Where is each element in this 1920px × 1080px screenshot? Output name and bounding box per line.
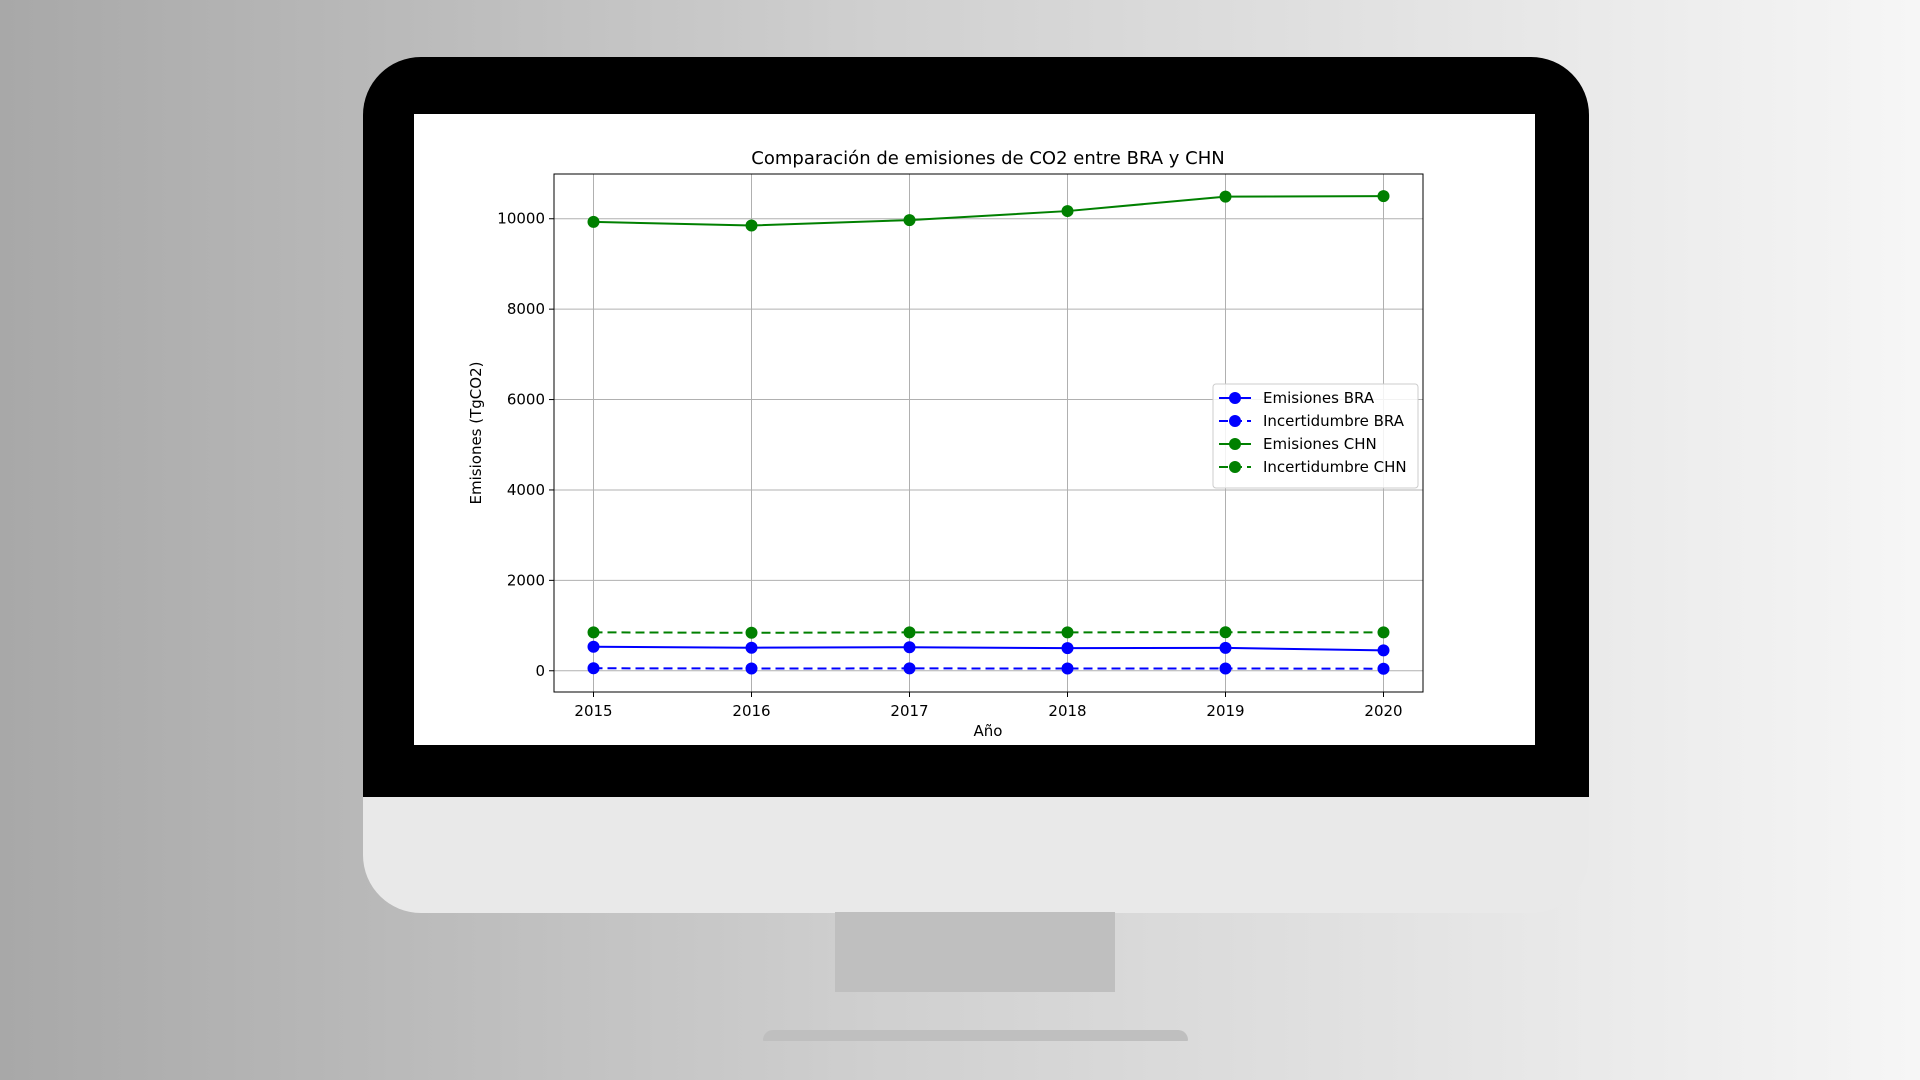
y-tick-label: 2000 bbox=[507, 571, 545, 589]
data-point-emisiones-bra bbox=[745, 641, 758, 654]
legend-marker bbox=[1229, 392, 1241, 404]
chart-title: Comparación de emisiones de CO2 entre BR… bbox=[751, 148, 1224, 169]
monitor: Comparación de emisiones de CO2 entre BR… bbox=[363, 57, 1589, 913]
y-axis-ticks: 0 2000 4000 6000 8000 10000 bbox=[497, 210, 554, 680]
data-point-emisiones-bra bbox=[1377, 644, 1390, 657]
x-tick-label: 2017 bbox=[890, 702, 928, 720]
data-point-emisiones-bra bbox=[587, 640, 600, 653]
data-point-emisiones-chn bbox=[1377, 190, 1390, 203]
data-point-incertidumbre-bra bbox=[1377, 662, 1390, 675]
monitor-stand-foot bbox=[763, 1030, 1188, 1041]
x-tick-label: 2019 bbox=[1206, 702, 1244, 720]
data-point-emisiones-chn bbox=[1061, 205, 1074, 218]
legend-label: Emisiones BRA bbox=[1263, 389, 1375, 407]
y-tick-label: 6000 bbox=[507, 391, 545, 409]
x-axis-ticks: 2015 2016 2017 2018 2019 2020 bbox=[574, 692, 1403, 720]
y-tick-label: 10000 bbox=[497, 210, 545, 228]
monitor-stand-neck bbox=[835, 912, 1115, 992]
x-axis-label: Año bbox=[974, 722, 1003, 740]
series-group bbox=[587, 190, 1390, 675]
y-tick-label: 4000 bbox=[507, 481, 545, 499]
plot-frame bbox=[553, 173, 1424, 693]
x-tick-label: 2015 bbox=[574, 702, 612, 720]
data-point-incertidumbre-bra bbox=[1219, 662, 1232, 675]
data-point-incertidumbre-chn bbox=[1377, 626, 1390, 639]
legend: Emisiones BRA Incertidumbre BRA Emisiones … bbox=[1212, 383, 1419, 489]
data-point-emisiones-chn bbox=[745, 219, 758, 232]
y-tick-label: 0 bbox=[535, 662, 545, 680]
data-point-emisiones-bra bbox=[1061, 642, 1074, 655]
x-tick-label: 2016 bbox=[732, 702, 770, 720]
x-tick-label: 2020 bbox=[1364, 702, 1402, 720]
legend-label: Emisiones CHN bbox=[1263, 435, 1377, 453]
data-point-incertidumbre-bra bbox=[745, 662, 758, 675]
series-line-emisiones-bra bbox=[593, 645, 1384, 652]
data-point-incertidumbre-chn bbox=[1061, 626, 1074, 639]
y-axis-label: Emisiones (TgCO2) bbox=[467, 362, 485, 505]
legend-marker bbox=[1229, 461, 1241, 473]
data-point-incertidumbre-bra bbox=[903, 662, 916, 675]
monitor-chin bbox=[363, 797, 1589, 913]
legend-label: Incertidumbre CHN bbox=[1263, 458, 1407, 476]
x-tick-label: 2018 bbox=[1048, 702, 1086, 720]
data-point-incertidumbre-chn bbox=[903, 626, 916, 639]
data-point-emisiones-bra bbox=[1219, 641, 1232, 654]
line-chart: Comparación de emisiones de CO2 entre BR… bbox=[467, 148, 1424, 740]
legend-label: Incertidumbre BRA bbox=[1263, 412, 1405, 430]
monitor-screen: Comparación de emisiones de CO2 entre BR… bbox=[414, 114, 1535, 745]
legend-marker bbox=[1229, 438, 1241, 450]
data-point-incertidumbre-chn bbox=[1219, 626, 1232, 639]
data-point-incertidumbre-chn bbox=[587, 626, 600, 639]
data-point-emisiones-bra bbox=[903, 641, 916, 654]
data-point-emisiones-chn bbox=[587, 215, 600, 228]
data-point-incertidumbre-bra bbox=[587, 662, 600, 675]
series-line-incertidumbre-chn bbox=[593, 631, 1384, 634]
data-point-emisiones-chn bbox=[903, 214, 916, 227]
data-point-emisiones-chn bbox=[1219, 190, 1232, 203]
series-line-emisiones-chn bbox=[593, 195, 1384, 227]
data-point-incertidumbre-chn bbox=[745, 626, 758, 639]
legend-marker bbox=[1229, 415, 1241, 427]
y-tick-label: 8000 bbox=[507, 300, 545, 318]
data-point-incertidumbre-bra bbox=[1061, 662, 1074, 675]
legend-box bbox=[1212, 383, 1419, 489]
